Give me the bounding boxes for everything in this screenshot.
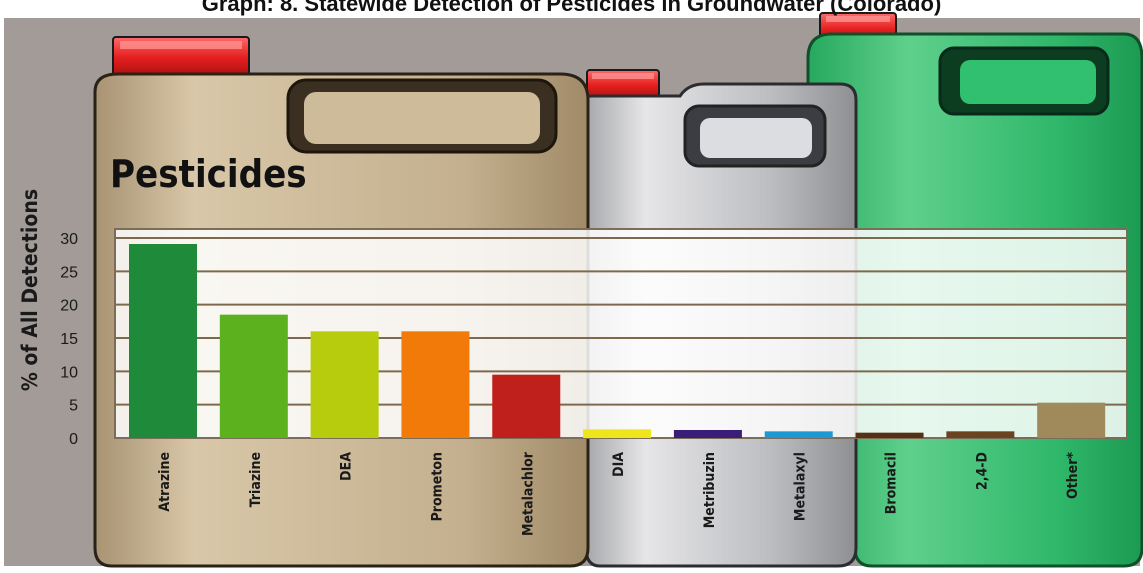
x-tick-label: Atrazine (157, 452, 173, 512)
y-tick-label: 5 (69, 398, 78, 415)
bar-dea (310, 331, 379, 438)
bar-triazine (219, 314, 288, 438)
x-tick-label: Metribuzin (702, 452, 718, 528)
x-tick-label: Triazine (248, 452, 264, 507)
x-tick-label: DIA (611, 452, 627, 477)
x-tick-label: Bromacil (884, 452, 900, 514)
y-tick-label: 10 (60, 364, 78, 381)
y-tick-label: 30 (60, 231, 78, 248)
y-axis-label: % of All Detections (18, 189, 42, 391)
bar-prometon (401, 331, 470, 438)
x-tick-label: Metalachlor (520, 451, 536, 536)
y-tick-label: 15 (60, 331, 78, 348)
bars (129, 244, 1106, 438)
bar-dia (583, 429, 652, 438)
x-tick-label: Other* (1065, 452, 1081, 499)
chart-title: Graph: 8. Statewide Detection of Pestici… (201, 0, 942, 16)
x-tick-label: Prometon (429, 452, 445, 521)
x-tick-label: DEA (339, 452, 355, 481)
y-tick-labels: 0 5 10 15 20 25 30 (60, 231, 78, 448)
bar-metalaxyl (764, 431, 833, 438)
bar-metalachlor (492, 374, 561, 438)
y-tick-label: 20 (60, 298, 78, 315)
bar-other- (1037, 402, 1106, 438)
bar-bromacil (855, 432, 924, 438)
y-tick-label: 0 (69, 431, 78, 448)
bar-metribuzin (673, 430, 742, 438)
y-tick-label: 25 (60, 264, 78, 281)
x-tick-label: 2,4-D (974, 452, 990, 490)
bar-2-4-d (946, 431, 1015, 438)
bar-atrazine (129, 244, 197, 438)
x-tick-labels: Atrazine Triazine DEA Prometon Metalachlor DI… (157, 451, 1081, 536)
container-label: Pesticides (110, 152, 307, 196)
x-tick-label: Metalaxyl (793, 452, 809, 521)
